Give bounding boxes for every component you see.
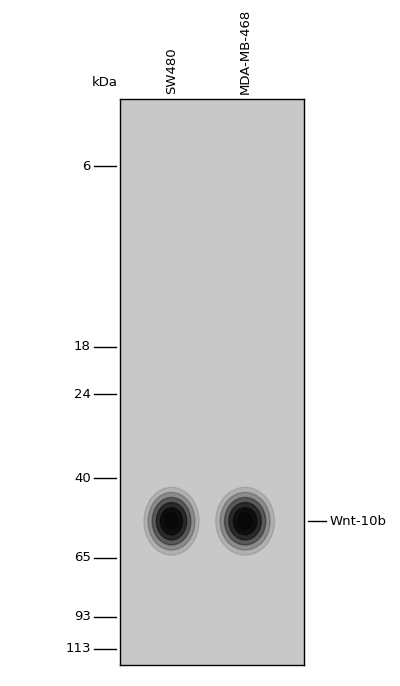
Ellipse shape bbox=[220, 493, 270, 550]
Text: 40: 40 bbox=[74, 471, 91, 484]
Text: 93: 93 bbox=[74, 611, 91, 624]
Ellipse shape bbox=[168, 517, 175, 525]
Ellipse shape bbox=[216, 487, 274, 555]
Text: 18: 18 bbox=[74, 340, 91, 353]
Text: 113: 113 bbox=[65, 642, 91, 655]
Ellipse shape bbox=[148, 493, 195, 550]
Text: Wnt-10b: Wnt-10b bbox=[330, 514, 387, 528]
Ellipse shape bbox=[229, 503, 261, 540]
Ellipse shape bbox=[144, 487, 199, 555]
Text: 6: 6 bbox=[82, 160, 91, 173]
Ellipse shape bbox=[224, 497, 266, 545]
Text: 65: 65 bbox=[74, 552, 91, 565]
Ellipse shape bbox=[152, 497, 191, 545]
Text: kDa: kDa bbox=[92, 76, 118, 89]
Ellipse shape bbox=[165, 512, 178, 530]
Ellipse shape bbox=[242, 517, 249, 525]
Text: MDA-MB-468: MDA-MB-468 bbox=[239, 9, 252, 94]
Text: 24: 24 bbox=[74, 388, 91, 401]
Ellipse shape bbox=[156, 503, 187, 540]
Ellipse shape bbox=[238, 512, 252, 530]
Ellipse shape bbox=[233, 508, 257, 535]
Text: SW480: SW480 bbox=[165, 47, 178, 94]
Ellipse shape bbox=[160, 508, 182, 535]
